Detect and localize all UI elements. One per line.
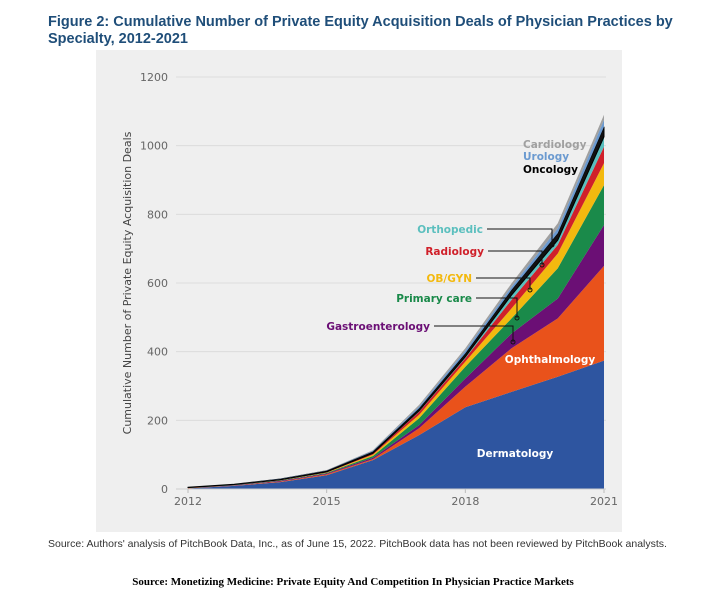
y-tick-label: 200 [147, 414, 168, 427]
leader-line-orthopedic [487, 228, 553, 245]
series-label-ophthalmology: Ophthalmology [505, 354, 596, 366]
leader-line-primary-care [476, 297, 518, 318]
y-tick-label: 800 [147, 208, 168, 221]
y-tick-label: 1200 [140, 71, 168, 84]
leader-line-radiology [488, 250, 543, 265]
leader-dot-ob-gyn [527, 287, 533, 293]
leader-dot-radiology [539, 262, 545, 268]
area-ophthalmology [188, 265, 604, 489]
leader-line-ob-gyn [476, 277, 531, 290]
y-tick-label: 1000 [140, 140, 168, 153]
series-label-gastroenterology: Gastroenterology [326, 321, 430, 333]
x-tick-label: 2015 [313, 495, 341, 508]
y-tick-label: 400 [147, 346, 168, 359]
series-label-oncology: Oncology [523, 164, 578, 176]
series-label-ob-gyn: OB/GYN [426, 273, 472, 285]
x-tick-label: 2018 [451, 495, 479, 508]
figure-title: Figure 2: Cumulative Number of Private E… [48, 14, 673, 47]
y-tick-label: 600 [147, 277, 168, 290]
leader-line-gastroenterology [434, 325, 514, 342]
source-citation: Source: Monetizing Medicine: Private Equ… [132, 576, 574, 588]
x-tick-label: 2021 [590, 495, 618, 508]
series-label-dermatology: Dermatology [477, 448, 554, 460]
source-note: Source: Authors' analysis of PitchBook D… [48, 538, 667, 550]
series-label-orthopedic: Orthopedic [417, 224, 483, 236]
series-label-cardiology: Cardiology [523, 139, 587, 151]
series-label-urology: Urology [523, 151, 569, 163]
series-label-radiology: Radiology [425, 246, 484, 258]
series-label-primary-care: Primary care [396, 293, 472, 305]
leader-dot-orthopedic [549, 242, 555, 248]
area-dermatology [188, 360, 604, 489]
leader-dot-gastroenterology [510, 339, 516, 345]
leader-dot-primary-care [514, 315, 520, 321]
x-tick-label: 2012 [174, 495, 202, 508]
y-axis-label: Cumulative Number of Private Equity Acqu… [121, 131, 134, 434]
y-tick-label: 0 [161, 483, 168, 496]
area-oncology [187, 126, 605, 489]
